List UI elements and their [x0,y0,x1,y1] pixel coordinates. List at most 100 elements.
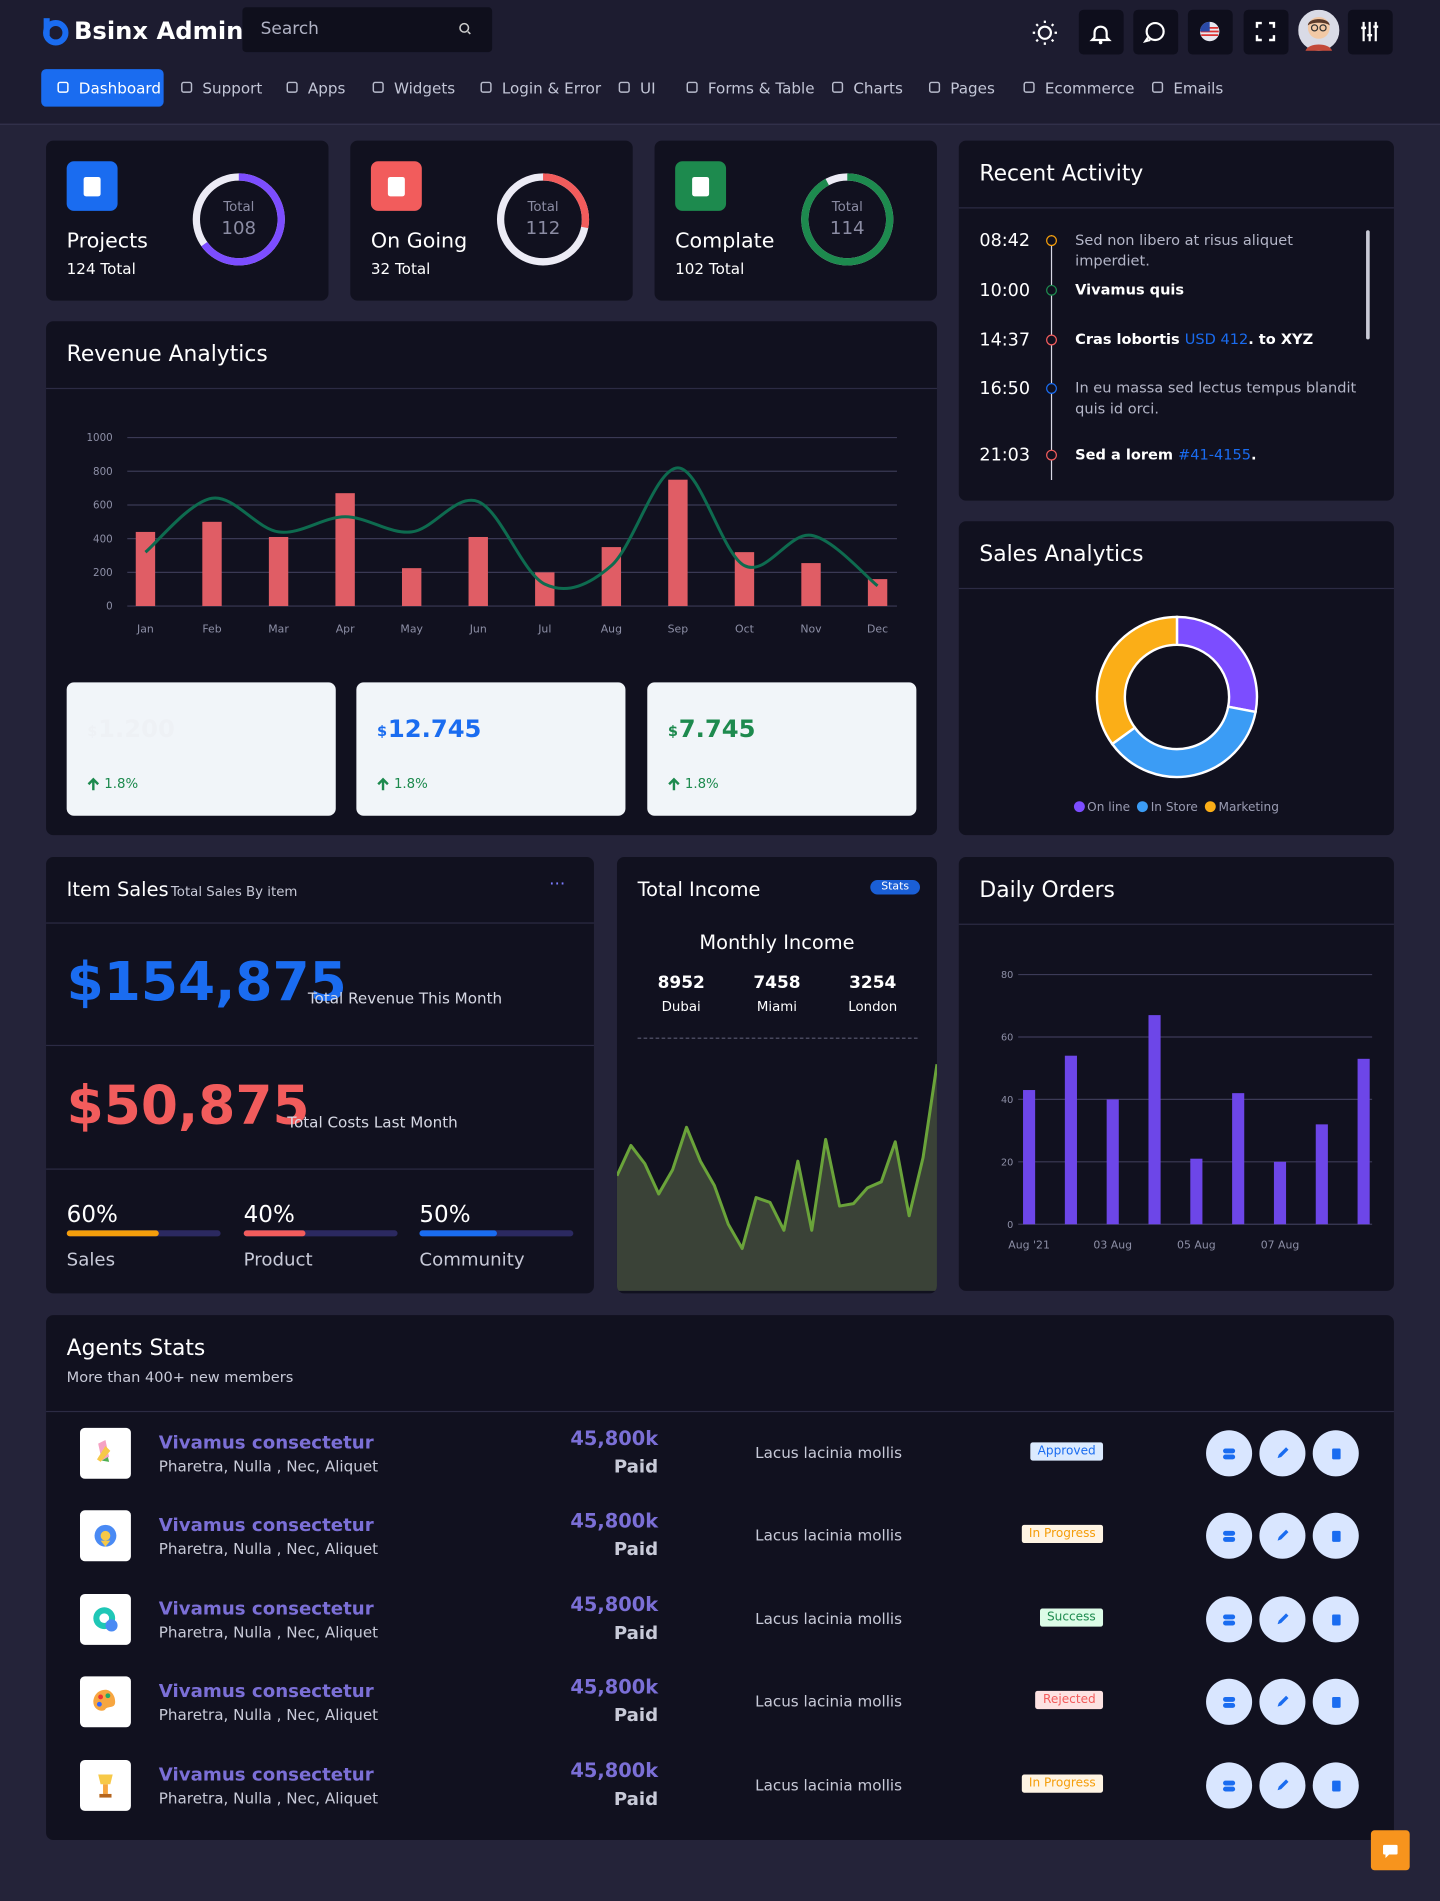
action-button[interactable] [1259,1678,1306,1725]
activity-link[interactable]: #41-4155 [1178,446,1252,464]
chart-canvas [616,1064,937,1291]
legend-item: On line [1073,801,1130,815]
action-button[interactable] [1206,1512,1253,1559]
action-button[interactable] [1206,1430,1253,1477]
nav-item[interactable]: UI [618,69,674,107]
nav-item[interactable]: Widgets [372,69,468,107]
nav-item[interactable]: Ecommerce [1023,69,1139,107]
divider [958,587,1394,590]
icon-part [1332,1448,1341,1460]
icon-part [1145,21,1165,42]
ring-progress [192,173,285,266]
action-button[interactable] [1206,1762,1253,1809]
activity-dot [1046,383,1057,394]
action-button[interactable] [1206,1596,1253,1643]
stat-subtitle: 124 Total [66,259,136,278]
action-button[interactable] [1312,1430,1359,1477]
icon-part [100,1530,111,1541]
header-button[interactable] [1347,9,1393,55]
icon[interactable] [1032,19,1059,46]
nav-item[interactable]: Emails [1151,69,1237,107]
icon [1223,1780,1236,1792]
y-tick-label: 600 [93,500,113,512]
icon [1223,1530,1236,1542]
progress-fill [419,1230,497,1237]
summary-card: $12.745 1.8% [356,682,626,816]
icon[interactable] [1298,9,1340,51]
bar [1315,1124,1328,1225]
icon [377,777,389,791]
stat-icon [66,161,118,211]
x-tick-label: Aug [601,623,622,636]
activity-text: In eu massa sed lectus tempus blandit qu… [1075,378,1361,419]
icon-part [459,22,470,33]
action-button[interactable] [1312,1512,1359,1559]
header-button[interactable] [1187,9,1233,55]
icon [832,81,844,93]
nav-item[interactable]: Dashboard [41,69,164,107]
action-button[interactable] [1259,1596,1306,1643]
icon [93,1689,116,1711]
agent-tags: Pharetra, Nulla , Nec, Aliquet [158,1789,379,1808]
status-badge: Approved [1030,1442,1104,1461]
agent-avatar [80,1427,131,1479]
header-button[interactable] [1078,9,1124,55]
recent-activity-card: Recent Activity 08:42 Sed non libero at ri… [958,140,1394,501]
agent-name[interactable]: Vivamus consectetur [158,1513,374,1536]
icon-part [692,176,710,197]
icon-part [668,777,680,791]
divider [46,922,594,924]
nav-item[interactable]: Login & Error [480,69,606,107]
action-button[interactable] [1312,1678,1359,1725]
y-tick-label: 1000 [87,432,113,444]
activity-link[interactable]: USD 412 [1184,330,1249,348]
nav-label: Forms & Table [707,78,815,97]
nav-item[interactable]: Apps [286,69,360,107]
nav-item[interactable]: Pages [928,69,1010,107]
icon-part [1223,1454,1236,1460]
icon-part [1277,1613,1289,1625]
nav-item[interactable]: Support [181,69,274,107]
agent-name[interactable]: Vivamus consectetur [158,1431,374,1454]
progress-name: Community [419,1248,525,1271]
header-button[interactable] [1243,9,1289,55]
chart-canvas: Total 114 [801,173,894,266]
nav-item[interactable]: Charts [832,69,917,107]
menu-button[interactable]: ··· [549,875,566,895]
action-button[interactable] [1312,1596,1359,1643]
header-divider [0,123,1440,125]
stat-subtitle: 32 Total [370,259,431,278]
city-name: Dubai [661,998,701,1015]
icon-part [286,81,298,93]
summary-change: 1.8% [684,775,719,792]
nav-item[interactable]: Forms & Table [686,69,819,107]
agent-name[interactable]: Vivamus consectetur [158,1763,374,1786]
bar [1064,1055,1077,1225]
x-tick-label: 05 Aug [1177,1238,1216,1251]
city-name: London [848,998,898,1015]
activity-text-part: Vivamus quis [1075,281,1185,299]
action-button[interactable] [1259,1762,1306,1809]
stat-card: On Going 32 Total Total 112 [350,140,633,301]
agent-name[interactable]: Vivamus consectetur [158,1597,374,1620]
icon-part [1307,19,1330,26]
icon [1277,1613,1289,1625]
agent-avatar [80,1676,131,1728]
action-button[interactable] [1206,1678,1253,1725]
bar [202,521,222,607]
card-title: Sales Analytics [979,541,1144,568]
action-button[interactable] [1259,1512,1306,1559]
divider [958,207,1394,209]
legend-swatch [1137,801,1149,813]
agent-payment: Paid [613,1538,659,1560]
chat-button[interactable] [1370,1830,1410,1871]
header-button[interactable] [1133,9,1179,55]
action-button[interactable] [1259,1430,1306,1477]
action-button[interactable] [1312,1762,1359,1809]
badge[interactable]: Stats [870,880,920,895]
agent-name[interactable]: Vivamus consectetur [158,1680,374,1702]
icon [83,176,101,197]
legend: On line In Store Marketing [959,801,1394,818]
activity-dot [1046,449,1057,461]
search-box[interactable]: Search [242,7,493,53]
